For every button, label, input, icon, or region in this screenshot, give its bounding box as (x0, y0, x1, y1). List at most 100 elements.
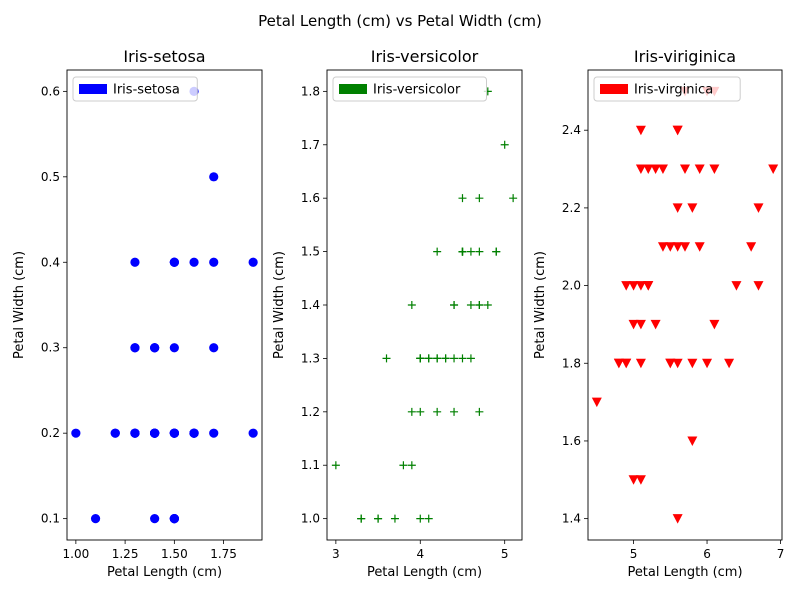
y-tick-label: 1.1 (301, 458, 320, 472)
data-point (209, 257, 219, 267)
data-point (635, 281, 646, 291)
data-point (657, 164, 668, 175)
data-point (416, 354, 425, 363)
axes-frame (587, 69, 783, 541)
data-point (724, 358, 735, 369)
data-point (458, 194, 467, 203)
data-point (390, 514, 399, 523)
data-point (466, 354, 475, 363)
data-point (475, 247, 484, 256)
data-point (665, 242, 676, 252)
data-point (475, 194, 484, 203)
y-tick-label: 0.1 (41, 512, 60, 526)
data-point (672, 125, 683, 136)
data-point (687, 358, 698, 369)
data-point (628, 475, 639, 485)
legend-label: Iris-virginica (634, 83, 713, 98)
data-point (169, 428, 179, 438)
data-point (591, 397, 602, 408)
x-tick-label: 4 (416, 547, 424, 561)
legend-frame (593, 76, 741, 102)
data-point (628, 319, 639, 330)
data-points (591, 86, 779, 524)
data-point (130, 343, 140, 353)
x-tick-label: 6 (703, 547, 711, 561)
y-axis-label: Petal Width (cm) (533, 251, 548, 359)
x-axis-label: Petal Length (cm) (107, 565, 222, 580)
data-point (407, 407, 416, 416)
data-point (169, 257, 179, 267)
legend-frame (72, 76, 198, 102)
data-point (621, 281, 632, 291)
legend-swatch (339, 84, 367, 94)
data-point (150, 343, 160, 353)
data-point (209, 428, 219, 438)
y-tick-label: 1.5 (301, 245, 320, 259)
data-point (709, 319, 720, 330)
data-point (768, 164, 779, 175)
data-point (643, 281, 654, 291)
y-tick-label: 1.4 (301, 298, 320, 312)
data-point (650, 319, 661, 330)
data-point (746, 242, 757, 252)
data-point (672, 203, 683, 213)
data-point (672, 358, 683, 369)
data-point (90, 514, 101, 524)
data-point (665, 358, 676, 369)
data-point (753, 281, 764, 291)
data-point (680, 164, 690, 175)
data-point (635, 125, 646, 136)
y-tick-label: 0.4 (41, 255, 60, 269)
legend: Iris-versicolor (332, 76, 487, 102)
data-point (702, 358, 713, 369)
legend-swatch (79, 84, 107, 94)
data-point (450, 407, 459, 416)
legend-label: Iris-versicolor (373, 83, 461, 98)
legend-frame (332, 76, 487, 102)
data-point (169, 343, 179, 353)
x-tick-label: 3 (332, 547, 340, 561)
data-point (709, 164, 720, 175)
data-point (500, 140, 509, 149)
data-point (475, 407, 484, 416)
x-tick-label: 1.75 (210, 547, 237, 561)
x-tick-label: 5 (630, 547, 638, 561)
data-point (621, 358, 632, 369)
x-axis-label: Petal Length (cm) (367, 565, 482, 580)
data-point (694, 242, 705, 252)
data-point (357, 514, 366, 523)
data-point (635, 164, 646, 175)
y-tick-label: 1.8 (562, 356, 581, 370)
legend-swatch (600, 84, 628, 94)
data-point (150, 514, 160, 524)
y-tick-label: 1.7 (301, 138, 320, 152)
y-axis-label: Petal Width (cm) (12, 251, 27, 359)
data-point (130, 428, 140, 438)
data-point (248, 257, 258, 267)
data-point (731, 281, 742, 291)
data-point (209, 343, 219, 353)
data-point (643, 164, 654, 175)
x-tick-label: 1.00 (63, 547, 90, 561)
data-point (483, 301, 492, 309)
data-point (189, 257, 199, 267)
data-point (248, 428, 258, 438)
data-point (450, 354, 459, 363)
y-tick-label: 1.4 (562, 512, 581, 526)
y-tick-label: 2.0 (562, 279, 581, 293)
data-point (657, 242, 668, 252)
figure-suptitle: Petal Length (cm) vs Petal Width (cm) (258, 12, 542, 30)
data-point (672, 514, 683, 524)
data-point (209, 172, 219, 182)
axes-frame (326, 69, 523, 541)
subplot-3: Iris-viriginica 5 6 7 1.4 1.6 1.8 2.0 2.2 2.4 Peta… (533, 47, 784, 580)
subplot-title: Iris-viriginica (634, 47, 736, 66)
data-point (150, 428, 160, 438)
legend-label: Iris-setosa (113, 83, 180, 98)
x-tick-label: 7 (777, 547, 785, 561)
data-point (466, 301, 475, 309)
y-tick-label: 0.3 (41, 341, 60, 355)
x-tick-label: 1.50 (161, 547, 188, 561)
data-point (189, 428, 199, 438)
data-point (433, 354, 442, 363)
